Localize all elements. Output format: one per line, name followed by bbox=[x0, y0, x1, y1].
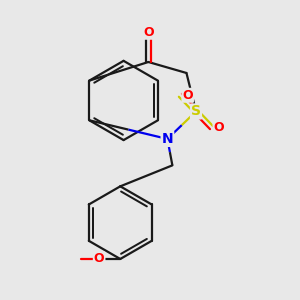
Text: O: O bbox=[182, 89, 193, 102]
Text: O: O bbox=[214, 121, 224, 134]
Text: S: S bbox=[191, 104, 201, 118]
Text: O: O bbox=[143, 26, 154, 39]
Text: O: O bbox=[94, 253, 104, 266]
Text: N: N bbox=[162, 132, 173, 146]
